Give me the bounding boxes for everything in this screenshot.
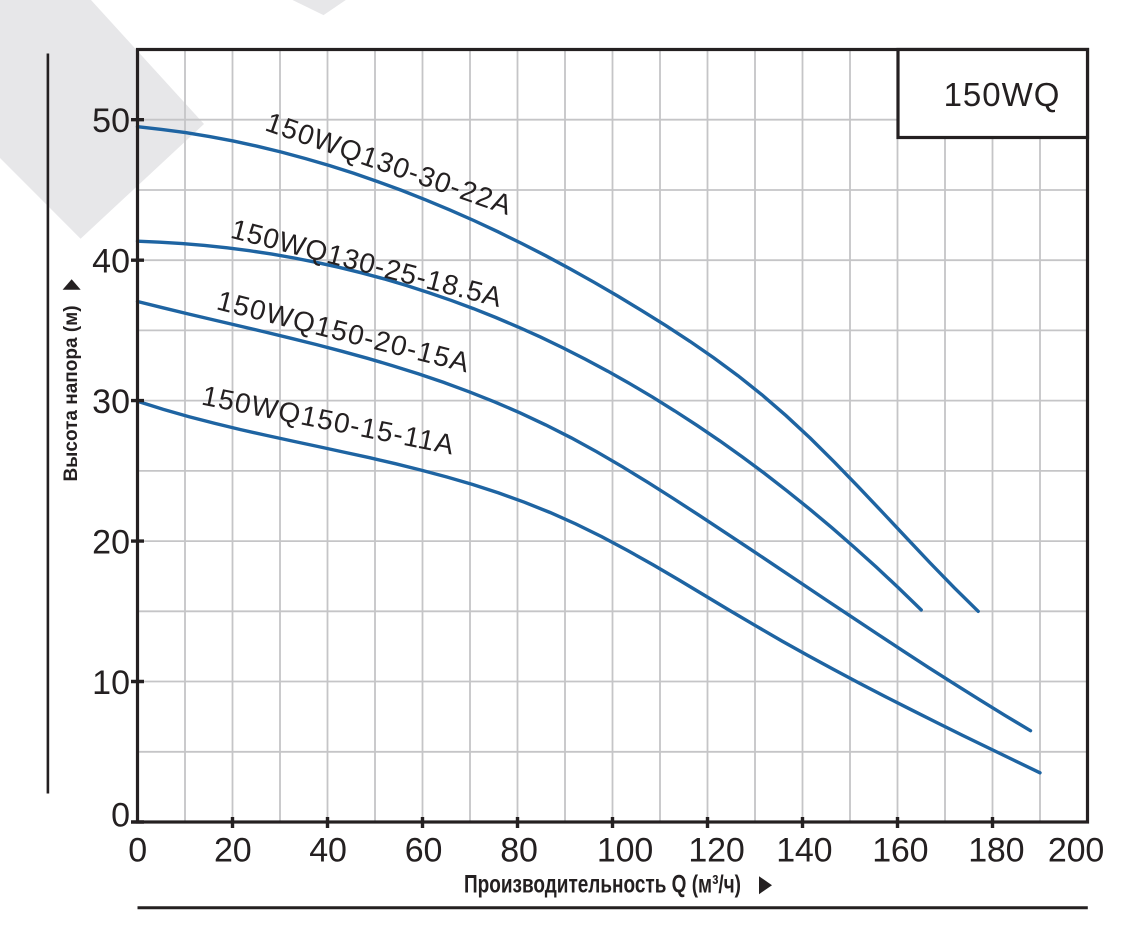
svg-text:20: 20: [214, 832, 251, 870]
svg-text:20: 20: [92, 523, 130, 561]
svg-text:10: 10: [92, 664, 130, 702]
svg-text:40: 40: [309, 832, 346, 870]
svg-text:30: 30: [92, 383, 130, 421]
svg-text:Производительность Q (м³/ч): Производительность Q (м³/ч): [464, 870, 741, 898]
svg-text:0: 0: [111, 797, 130, 835]
svg-text:100: 100: [597, 832, 653, 870]
svg-text:200: 200: [1048, 832, 1104, 870]
svg-text:120: 120: [688, 832, 744, 870]
svg-text:40: 40: [92, 243, 130, 281]
svg-text:160: 160: [872, 832, 928, 870]
svg-text:50: 50: [92, 102, 130, 140]
svg-text:180: 180: [968, 832, 1024, 870]
svg-text:0: 0: [128, 832, 147, 870]
svg-text:150WQ: 150WQ: [944, 76, 1061, 113]
svg-text:140: 140: [776, 832, 832, 870]
svg-text:60: 60: [405, 832, 442, 870]
svg-text:150WQ150-20-15A: 150WQ150-20-15A: [214, 285, 474, 379]
svg-text:150WQ130-30-22A: 150WQ130-30-22A: [262, 106, 517, 221]
svg-text:Высота напора (м): Высота напора (м): [61, 305, 82, 481]
svg-text:80: 80: [500, 832, 537, 870]
